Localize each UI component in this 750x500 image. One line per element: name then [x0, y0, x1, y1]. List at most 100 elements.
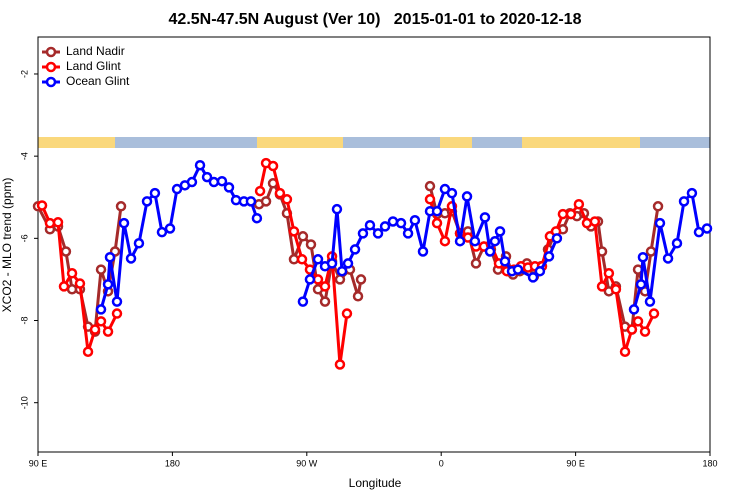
data-point	[645, 246, 657, 257]
ocean-band	[640, 137, 710, 148]
data-point	[557, 208, 569, 220]
ocean-band	[343, 137, 440, 148]
data-point	[260, 196, 272, 207]
data-point	[164, 223, 176, 234]
data-point	[671, 238, 683, 249]
data-point	[230, 194, 242, 206]
data-point	[334, 274, 346, 285]
data-point	[288, 226, 300, 237]
data-point	[349, 244, 361, 255]
data-point	[297, 231, 309, 242]
data-point	[424, 194, 436, 205]
data-point	[461, 191, 473, 202]
data-point	[357, 228, 369, 239]
data-point	[102, 279, 114, 290]
data-point	[274, 187, 286, 199]
data-point	[326, 258, 338, 269]
data-point	[115, 201, 127, 212]
data-point	[626, 324, 638, 335]
data-point	[619, 346, 631, 357]
data-point	[111, 308, 123, 319]
data-point	[565, 208, 577, 220]
land-band	[38, 137, 115, 148]
data-point	[551, 233, 563, 244]
y-tick-label: -6	[19, 234, 29, 242]
data-point	[281, 194, 293, 205]
data-point	[637, 251, 649, 263]
data-point	[133, 238, 145, 249]
data-point	[171, 183, 183, 195]
data-point	[201, 171, 213, 183]
data-point	[342, 258, 354, 269]
data-point	[297, 296, 309, 307]
data-point	[409, 215, 421, 226]
data-point	[36, 200, 48, 211]
ocean-band	[115, 137, 257, 148]
data-point	[693, 226, 705, 238]
data-point	[610, 284, 622, 295]
data-point	[296, 254, 308, 265]
data-point	[470, 258, 482, 269]
data-point	[223, 182, 235, 193]
data-point	[312, 254, 324, 265]
data-point	[319, 296, 331, 307]
data-point	[60, 246, 72, 257]
y-tick-label: -4	[19, 152, 29, 160]
data-point	[216, 175, 228, 187]
data-point	[267, 160, 279, 172]
data-point	[305, 239, 317, 250]
legend-label: Land Glint	[66, 59, 121, 73]
data-point	[648, 308, 660, 319]
data-point	[312, 274, 324, 285]
data-point	[186, 176, 198, 188]
chart-title: 42.5N-47.5N August (Ver 10) 2015-01-01 t…	[169, 11, 582, 28]
data-point	[355, 274, 367, 285]
land-band	[257, 137, 343, 148]
data-point	[652, 201, 664, 212]
y-tick-label: -10	[19, 396, 29, 409]
x-tick-label: 180	[165, 458, 180, 468]
data-point	[603, 268, 615, 279]
legend-marker	[45, 76, 57, 88]
data-point	[654, 217, 666, 229]
data-point	[479, 212, 491, 223]
data-point	[208, 176, 220, 188]
data-point	[596, 281, 608, 292]
data-point	[628, 304, 640, 315]
data-point	[341, 308, 353, 319]
x-tick-label: 0	[439, 458, 444, 468]
legend-marker	[45, 46, 57, 58]
data-point	[644, 296, 656, 307]
data-point	[431, 217, 443, 229]
land-ocean-strip	[38, 137, 710, 148]
x-tick-label: 90 W	[296, 458, 318, 468]
data-point	[95, 304, 107, 315]
data-point	[678, 196, 690, 207]
data-point	[424, 180, 436, 192]
ocean-band	[472, 137, 522, 148]
data-point	[125, 253, 137, 264]
data-point	[95, 316, 107, 327]
y-tick-label: -8	[19, 317, 29, 325]
data-point	[534, 265, 546, 277]
data-point	[352, 291, 364, 302]
data-point	[494, 226, 506, 237]
data-point	[372, 228, 384, 239]
data-point	[379, 221, 391, 232]
data-point	[245, 196, 257, 207]
legend-label: Land Nadir	[66, 44, 125, 58]
data-point	[446, 187, 458, 199]
data-point	[89, 324, 101, 335]
data-point	[104, 251, 116, 263]
data-point	[402, 228, 414, 239]
data-point	[431, 205, 443, 217]
data-point	[489, 235, 501, 247]
data-point	[512, 264, 524, 275]
legend-label: Ocean Glint	[66, 74, 130, 88]
data-point	[527, 272, 539, 283]
data-point	[288, 254, 300, 265]
x-tick-label: 180	[702, 458, 717, 468]
data-point	[111, 296, 123, 307]
y-axis-label: XCO2 - MLO trend (ppm)	[0, 178, 14, 313]
